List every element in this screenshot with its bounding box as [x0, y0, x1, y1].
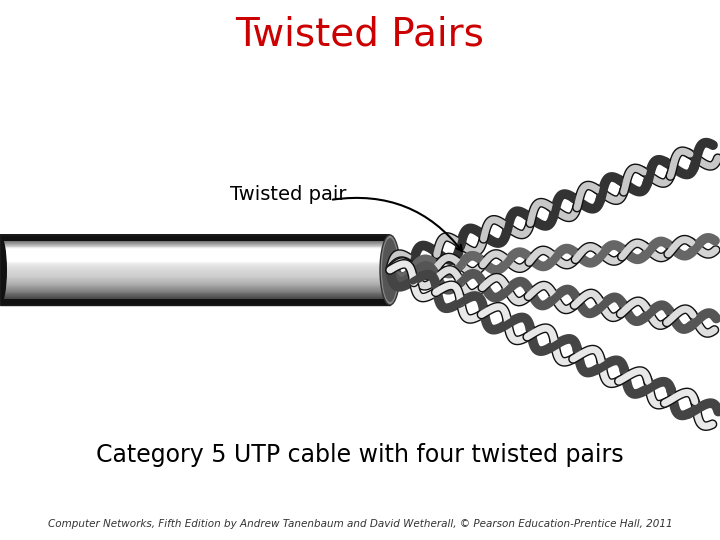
Bar — [0, 263, 390, 264]
Bar — [0, 288, 390, 290]
Bar — [0, 251, 390, 253]
Bar — [0, 293, 390, 294]
Bar — [0, 252, 390, 254]
Bar — [0, 264, 390, 265]
Bar — [0, 234, 390, 235]
Bar — [0, 254, 390, 255]
Bar — [0, 303, 390, 305]
Bar — [0, 286, 390, 287]
Bar — [0, 237, 390, 238]
Bar — [0, 251, 390, 252]
Bar — [0, 276, 390, 278]
Bar — [0, 281, 390, 283]
Bar — [0, 279, 390, 280]
Text: Twisted pair: Twisted pair — [230, 186, 346, 205]
Bar — [0, 265, 390, 266]
Bar — [0, 246, 390, 247]
Bar — [0, 248, 390, 249]
Bar — [0, 280, 390, 281]
Bar — [0, 302, 390, 303]
Bar — [0, 292, 390, 293]
Bar — [0, 256, 390, 258]
Bar — [0, 289, 390, 291]
Bar — [0, 299, 390, 305]
Bar — [0, 287, 390, 288]
Bar — [0, 235, 390, 241]
Bar — [0, 278, 390, 279]
Bar — [0, 245, 390, 247]
Bar — [0, 238, 390, 239]
Bar — [0, 303, 390, 304]
Bar — [0, 284, 390, 286]
Bar — [0, 244, 390, 246]
Bar — [0, 288, 390, 289]
Bar — [0, 291, 390, 293]
Bar — [0, 284, 390, 285]
Bar — [0, 241, 390, 243]
Bar — [0, 237, 390, 239]
Bar — [0, 240, 390, 241]
Bar — [0, 299, 390, 301]
Bar — [0, 249, 390, 251]
Bar — [0, 258, 390, 259]
Bar — [0, 277, 390, 279]
Bar — [0, 275, 390, 276]
Bar — [0, 300, 390, 301]
Bar — [0, 260, 390, 261]
Bar — [0, 259, 390, 260]
Bar — [0, 247, 390, 248]
Bar — [0, 266, 390, 267]
Bar — [0, 296, 390, 298]
Bar — [0, 234, 390, 236]
Bar — [0, 273, 390, 274]
Bar — [0, 259, 390, 261]
Ellipse shape — [0, 235, 7, 305]
Bar — [0, 295, 390, 297]
Bar — [0, 244, 390, 245]
Bar — [0, 295, 390, 296]
Bar — [0, 294, 390, 295]
Bar — [0, 281, 390, 282]
Bar — [0, 298, 390, 299]
Bar — [0, 239, 390, 240]
Bar — [0, 241, 390, 242]
Ellipse shape — [380, 235, 400, 305]
Bar — [0, 282, 390, 284]
Bar — [0, 301, 390, 302]
Bar — [0, 249, 390, 250]
Bar — [0, 262, 390, 264]
Bar — [0, 261, 390, 262]
Bar — [0, 267, 390, 269]
Bar — [0, 253, 390, 254]
Bar — [0, 271, 390, 272]
Bar — [0, 285, 390, 286]
Bar — [0, 242, 390, 244]
Bar — [0, 266, 390, 268]
Bar — [0, 274, 390, 276]
Bar — [0, 235, 390, 237]
Bar — [0, 255, 390, 256]
Text: Computer Networks, Fifth Edition by Andrew Tanenbaum and David Wetherall, © Pear: Computer Networks, Fifth Edition by Andr… — [48, 519, 672, 529]
Bar — [0, 298, 390, 300]
Bar — [0, 270, 390, 271]
Bar — [0, 269, 390, 271]
Ellipse shape — [382, 238, 398, 302]
Text: Twisted Pairs: Twisted Pairs — [235, 16, 485, 54]
Bar — [0, 272, 390, 273]
Bar — [0, 291, 390, 292]
Text: Category 5 UTP cable with four twisted pairs: Category 5 UTP cable with four twisted p… — [96, 443, 624, 467]
Bar — [0, 273, 390, 275]
Bar — [0, 256, 390, 257]
Bar — [0, 268, 390, 269]
